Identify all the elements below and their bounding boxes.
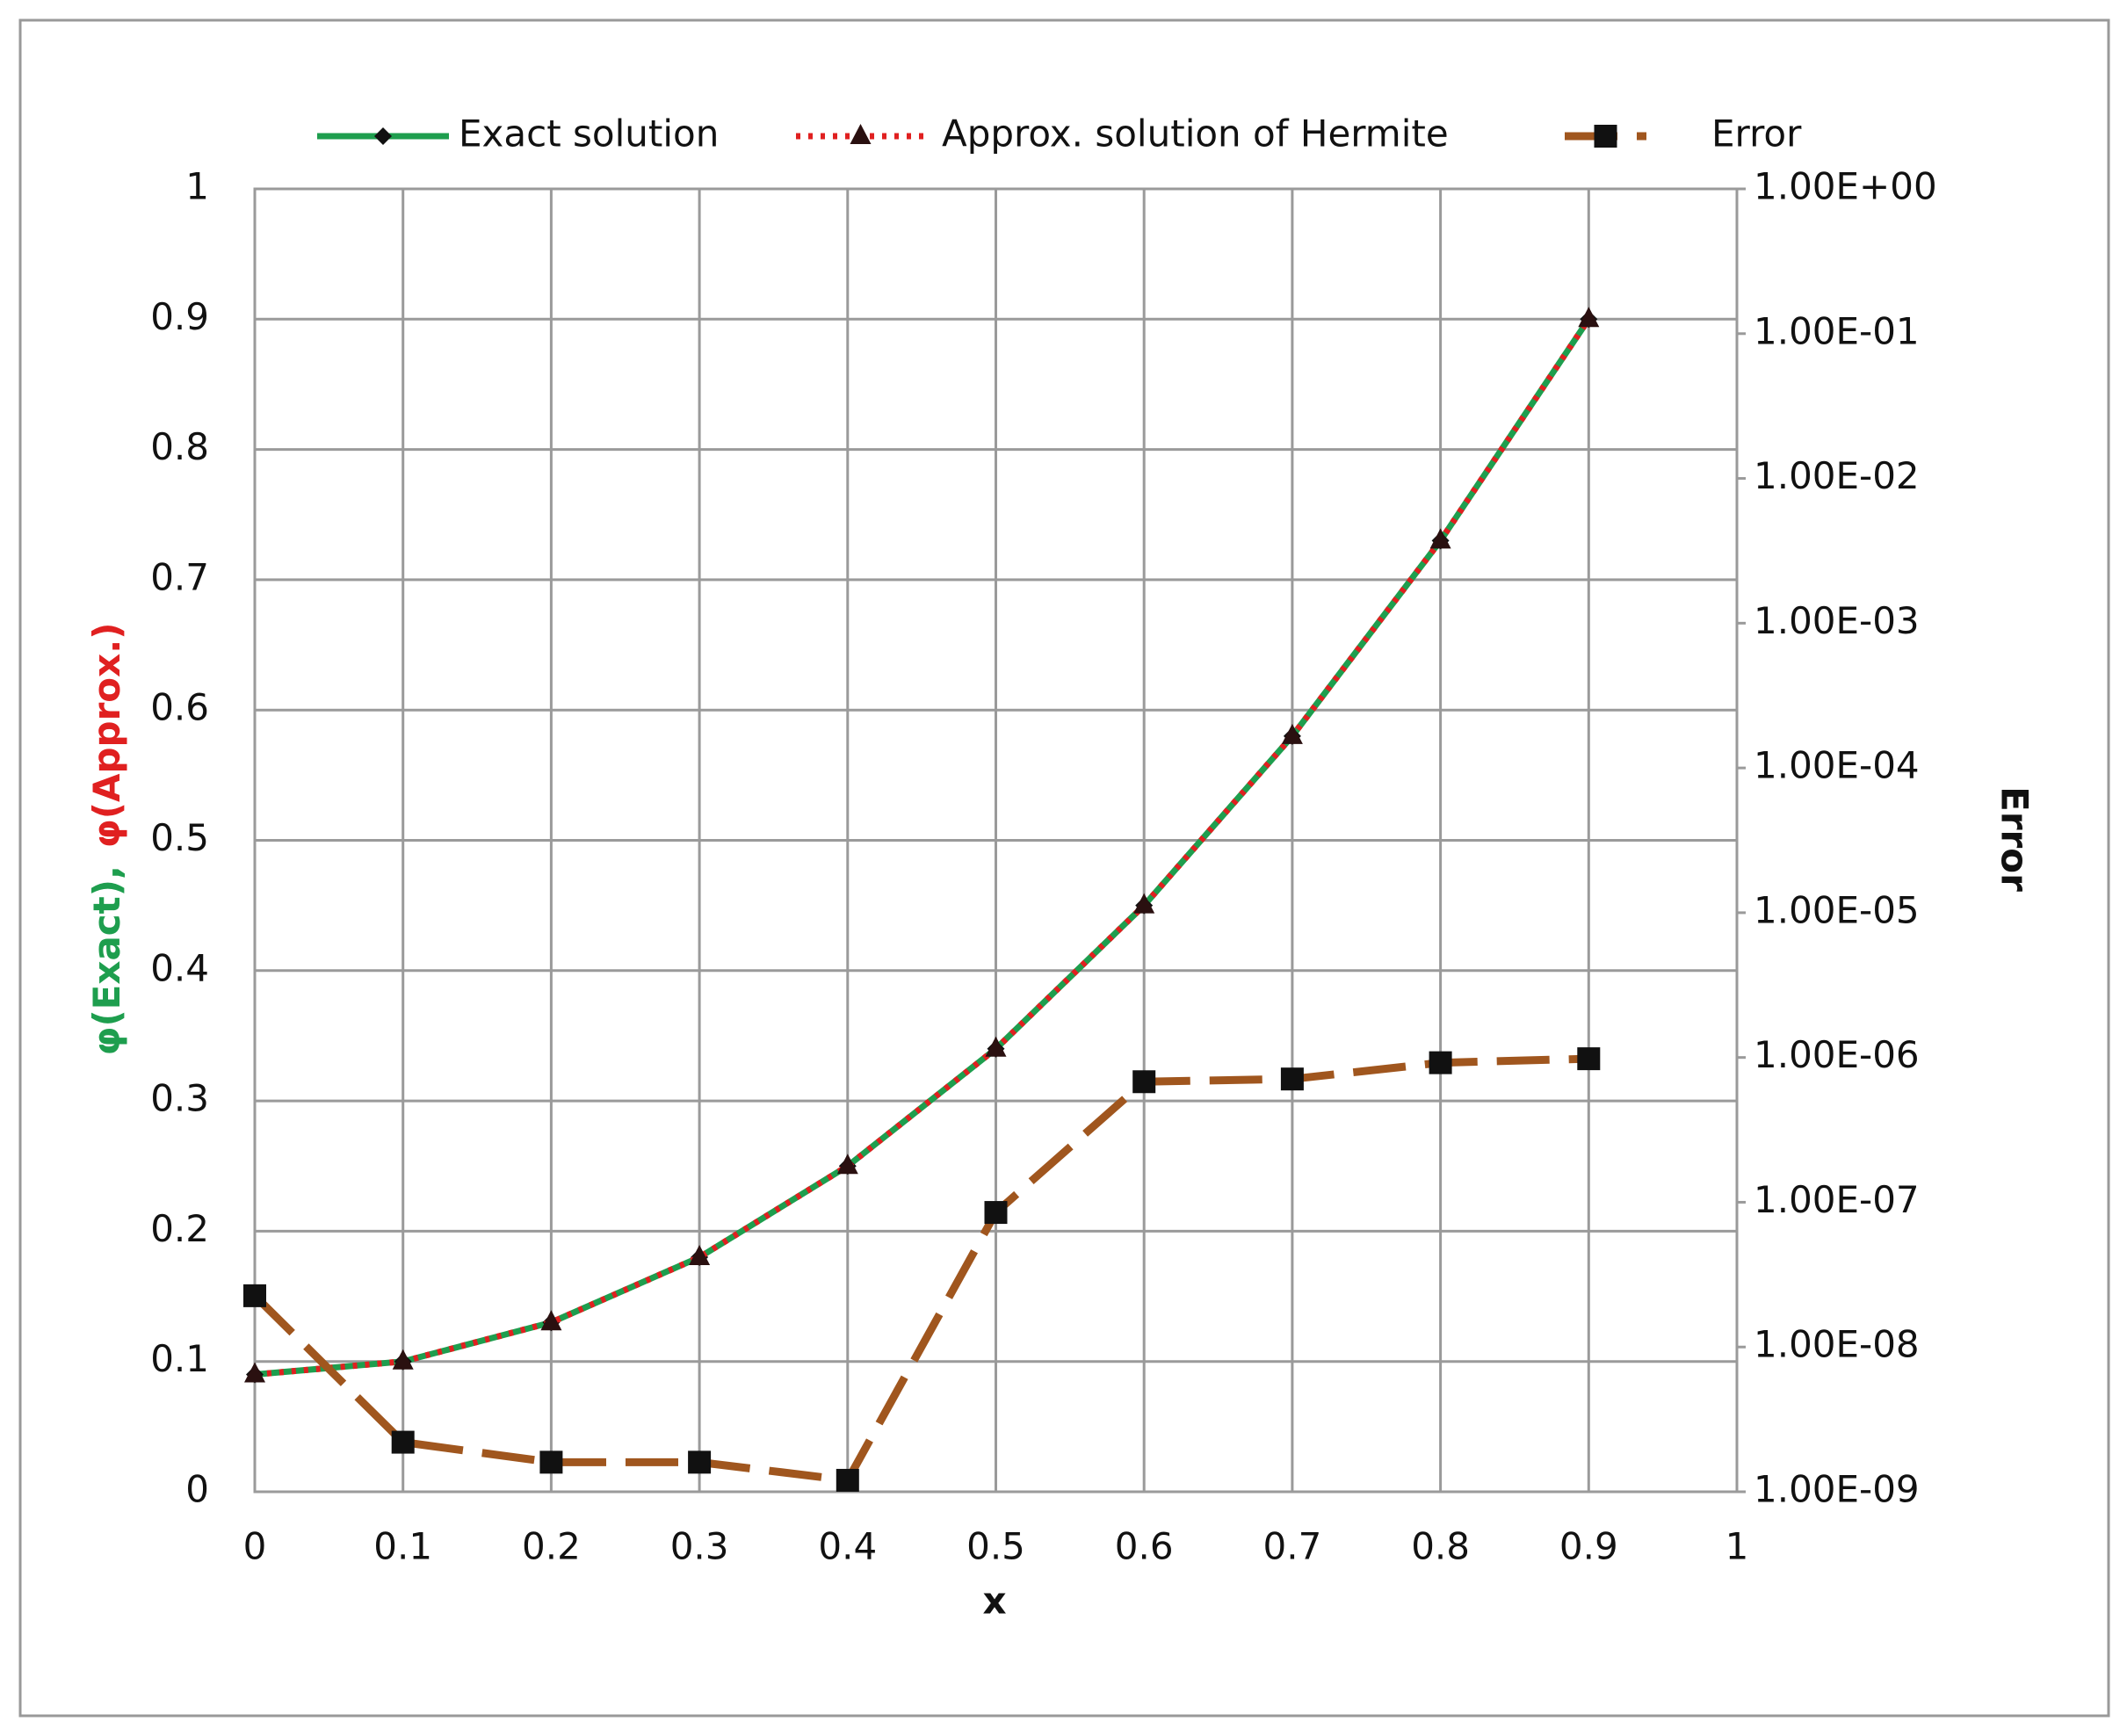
point-marker xyxy=(985,1036,1007,1057)
y2-tick-label: 1.00E-01 xyxy=(1754,309,1920,352)
y2-tick-label: 1.00E-04 xyxy=(1754,744,1920,787)
y-axis-label-part: φ(Exact), xyxy=(85,865,128,1055)
y2-tick-label: 1.00E+00 xyxy=(1754,165,1937,208)
legend-label: Error xyxy=(1711,112,1802,156)
legend-marker xyxy=(1594,125,1617,148)
y-tick-label: 1 xyxy=(185,165,209,208)
point-marker xyxy=(984,1201,1008,1225)
point-marker xyxy=(836,1154,858,1175)
y2-tick-label: 1.00E-02 xyxy=(1754,454,1920,497)
y-tick-label: 0 xyxy=(185,1468,209,1511)
x-tick-label: 0 xyxy=(243,1525,267,1568)
y-tick-label: 0.5 xyxy=(150,816,209,859)
y-tick-label: 0.7 xyxy=(150,555,209,598)
x-tick-label: 1 xyxy=(1725,1525,1749,1568)
point-marker xyxy=(392,1349,414,1370)
legend-label: Exact solution xyxy=(459,112,719,156)
x-tick-label: 0.5 xyxy=(966,1525,1025,1568)
y-axis-label: φ(Exact), φ(Approx.) xyxy=(85,623,128,1056)
chart-frame xyxy=(18,18,2110,1718)
y2-tick-label: 1.00E-03 xyxy=(1754,599,1920,642)
y-tick-label: 0.9 xyxy=(150,295,209,338)
x-tick-label: 0.8 xyxy=(1411,1525,1470,1568)
x-tick-label: 0.2 xyxy=(522,1525,581,1568)
point-marker xyxy=(1578,307,1600,328)
point-marker xyxy=(539,1450,563,1474)
y-tick-label: 0.4 xyxy=(150,946,209,989)
y2-tick-label: 1.00E-09 xyxy=(1754,1468,1920,1511)
x-tick-label: 0.7 xyxy=(1263,1525,1322,1568)
series-line xyxy=(251,1054,1589,1485)
y2-tick-label: 1.00E-07 xyxy=(1754,1178,1920,1221)
x-tick-label: 0.6 xyxy=(1115,1525,1174,1568)
y-tick-label: 0.8 xyxy=(150,425,209,468)
x-axis-label: x xyxy=(982,1580,1006,1623)
point-marker xyxy=(1429,1051,1452,1074)
x-tick-label: 0.3 xyxy=(670,1525,729,1568)
series xyxy=(244,307,1600,1383)
point-marker xyxy=(1132,1070,1156,1094)
series xyxy=(243,1047,1601,1492)
y-tick-label: 0.2 xyxy=(150,1207,209,1250)
plot-frame xyxy=(253,187,1739,1494)
point-marker xyxy=(244,1362,265,1383)
y2-tick-label: 1.00E-08 xyxy=(1754,1323,1920,1366)
legend-label: Approx. solution of Hermite xyxy=(942,112,1449,156)
y2-tick-label: 1.00E-06 xyxy=(1754,1033,1920,1076)
y2-axis-label: Error xyxy=(1993,786,2037,892)
y-tick-label: 0.3 xyxy=(150,1077,209,1120)
y2-tick-label: 1.00E-05 xyxy=(1754,888,1920,931)
point-marker xyxy=(1577,1047,1601,1071)
point-marker xyxy=(1280,1067,1304,1091)
point-marker xyxy=(836,1468,859,1492)
point-marker xyxy=(540,1310,562,1331)
point-marker xyxy=(243,1284,266,1307)
point-marker xyxy=(1429,528,1451,549)
x-tick-label: 0.1 xyxy=(373,1525,432,1568)
point-marker xyxy=(689,1245,711,1266)
point-marker xyxy=(391,1430,415,1454)
legend-marker xyxy=(374,127,392,145)
point-marker xyxy=(688,1450,712,1474)
point-marker xyxy=(1281,723,1303,744)
legend-marker xyxy=(850,124,872,144)
x-tick-label: 0.4 xyxy=(818,1525,877,1568)
y-tick-label: 0.1 xyxy=(150,1337,209,1380)
y-tick-label: 0.6 xyxy=(150,686,209,729)
point-marker xyxy=(1133,893,1155,914)
series-line xyxy=(254,317,1592,1378)
x-tick-label: 0.9 xyxy=(1559,1525,1618,1568)
y-axis-label-part: φ(Approx.) xyxy=(85,623,128,849)
